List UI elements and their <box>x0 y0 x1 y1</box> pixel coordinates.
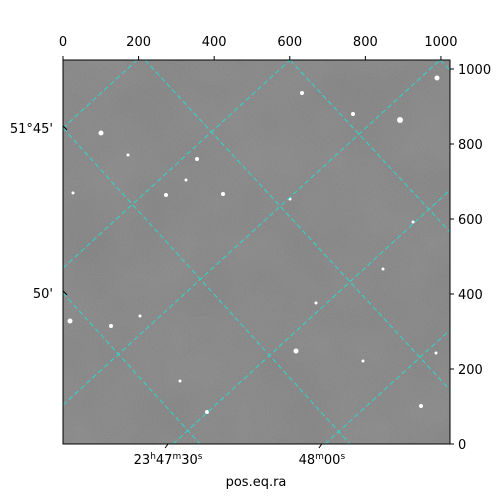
frame <box>62 59 451 445</box>
ra-tick <box>318 443 323 449</box>
y-tick-label: 200 <box>458 363 483 378</box>
dec-tick <box>62 290 68 296</box>
x-tick-label: 600 <box>277 35 302 50</box>
x-tick-label: 0 <box>59 35 67 50</box>
ra-tick-label: 48m00s <box>299 452 346 468</box>
sky-image <box>63 60 450 444</box>
x-axis-label: pos.eq.ra <box>226 475 287 490</box>
coordinate-grid <box>63 60 450 444</box>
dec-tick <box>62 125 68 131</box>
y-tick-label: 1000 <box>458 63 491 78</box>
y-tick-label: 600 <box>458 213 483 228</box>
ra-tick <box>164 443 169 449</box>
x-tick-label: 800 <box>353 35 378 50</box>
y-tick-label: 0 <box>458 438 466 453</box>
y-tick-label: 400 <box>458 288 483 303</box>
x-tick-label: 200 <box>126 35 151 50</box>
x-tick-label: 400 <box>202 35 227 50</box>
x-tick-label: 1000 <box>424 35 457 50</box>
dec-tick-label: 50' <box>33 287 53 302</box>
ra-tick-label: 23h47m30s <box>134 452 203 468</box>
dec-tick-label: 51°45' <box>10 122 53 137</box>
y-tick-label: 800 <box>458 138 483 153</box>
